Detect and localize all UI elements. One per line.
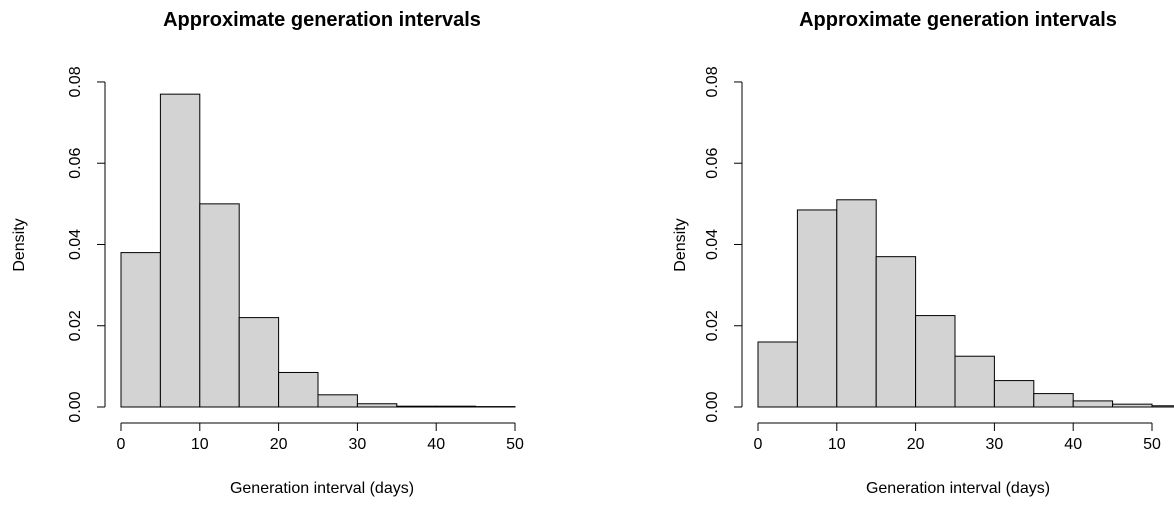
x-tick-label: 50 (506, 436, 524, 453)
y-tick-label: 0.08 (67, 66, 84, 97)
histogram-bar (1072, 400, 1114, 408)
histogram-bar (238, 317, 280, 408)
histogram-bar (1033, 393, 1074, 408)
x-axis-label: Generation interval (days) (230, 480, 414, 497)
x-tick-label: 30 (986, 436, 1004, 453)
chart-title: Approximate generation intervals (799, 9, 1117, 31)
histogram-bar (836, 199, 877, 408)
x-tick-label: 50 (1143, 436, 1161, 453)
histogram-bar (199, 203, 240, 408)
histogram-bar (954, 355, 995, 408)
y-tick-label: 0.02 (704, 310, 721, 341)
histogram-bar (159, 93, 201, 408)
y-tick-label: 0.02 (67, 310, 84, 341)
x-tick-label: 40 (427, 436, 445, 453)
y-tick-label: 0.00 (704, 391, 721, 422)
x-tick-label: 10 (191, 436, 209, 453)
y-tick-label: 0.06 (67, 148, 84, 179)
y-tick-label: 0.08 (704, 66, 721, 97)
histogram-bar (993, 380, 1035, 408)
x-tick-label: 10 (828, 436, 846, 453)
histogram-bar (757, 341, 798, 408)
x-tick-label: 0 (117, 436, 126, 453)
x-axis-label: Generation interval (days) (866, 480, 1050, 497)
chart-title: Approximate generation intervals (163, 9, 481, 31)
y-tick-label: 0.04 (704, 229, 721, 260)
histogram-bar (875, 256, 917, 408)
histogram-bar (120, 252, 161, 408)
y-tick-label: 0.06 (704, 148, 721, 179)
x-tick-label: 0 (754, 436, 763, 453)
histogram-bar (317, 394, 358, 408)
histogram-bar (796, 209, 838, 408)
x-tick-label: 20 (907, 436, 925, 453)
histogram-bar (915, 315, 956, 408)
y-axis-label: Density (672, 218, 689, 271)
y-tick-label: 0.00 (67, 391, 84, 422)
histogram-bar (278, 371, 319, 408)
histogram-left: Approximate generation intervals 0 10 20 30 4… (11, 9, 524, 497)
x-tick-label: 30 (349, 436, 367, 453)
y-axis-label: Density (11, 218, 28, 271)
histogram-right: Approximate generation intervals 0 10 20 30 4… (672, 9, 1174, 497)
x-tick-label: 40 (1064, 436, 1082, 453)
y-tick-label: 0.04 (67, 229, 84, 260)
x-tick-label: 20 (270, 436, 288, 453)
